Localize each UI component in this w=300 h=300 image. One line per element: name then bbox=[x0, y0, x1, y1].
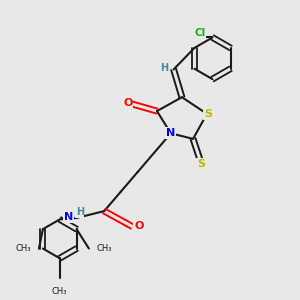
Text: CH₃: CH₃ bbox=[52, 286, 68, 296]
Text: H: H bbox=[76, 208, 84, 218]
Text: Cl: Cl bbox=[194, 28, 206, 38]
Text: O: O bbox=[134, 221, 144, 231]
Text: S: S bbox=[204, 109, 212, 119]
Text: N: N bbox=[166, 128, 176, 138]
Text: O: O bbox=[123, 98, 133, 108]
Text: S: S bbox=[197, 159, 206, 169]
Text: CH₃: CH₃ bbox=[16, 244, 31, 253]
Text: CH₃: CH₃ bbox=[97, 244, 112, 253]
Text: N: N bbox=[64, 212, 73, 222]
Text: H: H bbox=[160, 63, 168, 73]
